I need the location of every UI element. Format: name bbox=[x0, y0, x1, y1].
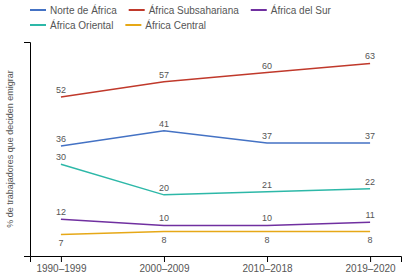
legend-item: África Subsahariana bbox=[129, 4, 239, 16]
x-tick: 1990–1999 bbox=[36, 256, 86, 274]
data-label: 21 bbox=[262, 180, 272, 190]
legend-label: Norte de África bbox=[50, 4, 117, 16]
x-tick: 2010–2018 bbox=[242, 256, 292, 274]
legend-label: África Oriental bbox=[50, 19, 113, 31]
data-label: 8 bbox=[161, 235, 166, 245]
x-axis-line bbox=[31, 257, 402, 263]
x-tick-label: 2010–2018 bbox=[242, 263, 292, 274]
data-label: 10 bbox=[262, 213, 272, 223]
data-label: 10 bbox=[159, 213, 169, 223]
y-axis-title: % de trabajadores que deciden emigrar bbox=[5, 70, 15, 228]
data-label: 52 bbox=[56, 85, 66, 95]
legend-swatch bbox=[251, 9, 267, 11]
legend-swatch bbox=[125, 24, 141, 26]
data-label: 30 bbox=[56, 152, 66, 162]
data-label: 37 bbox=[262, 131, 272, 141]
x-tick-mark bbox=[370, 256, 371, 262]
x-tick-mark bbox=[164, 256, 165, 262]
data-label: 22 bbox=[365, 177, 375, 187]
legend-swatch bbox=[129, 9, 145, 11]
x-tick-mark bbox=[61, 256, 62, 262]
legend-swatch bbox=[30, 24, 46, 26]
data-label: 8 bbox=[368, 235, 373, 245]
x-tick-label: 1990–1999 bbox=[36, 263, 86, 274]
data-label: 11 bbox=[365, 210, 374, 220]
data-label: 57 bbox=[159, 70, 169, 80]
legend-item: África Central bbox=[125, 19, 206, 31]
x-tick-mark bbox=[267, 256, 268, 262]
legend-item: África del Sur bbox=[251, 4, 332, 16]
plot: 1990–1999 2000–2009 2010–2018 2019–2020 36 41… bbox=[24, 43, 402, 275]
data-label: 20 bbox=[159, 183, 169, 193]
data-label: 60 bbox=[262, 61, 272, 71]
x-tick-label: 2000–2009 bbox=[139, 263, 189, 274]
data-label: 63 bbox=[365, 51, 375, 61]
data-labels: 36 41 37 37 52 57 60 63 12 10 10 11 30 20 21 22 7 8 8 8 bbox=[56, 51, 375, 247]
x-tick: 2000–2009 bbox=[139, 256, 189, 274]
series-line bbox=[61, 164, 370, 195]
data-label: 8 bbox=[265, 235, 270, 245]
legend-item: Norte de África bbox=[30, 4, 117, 16]
series-line bbox=[61, 232, 370, 235]
legend-label: África Central bbox=[145, 19, 206, 31]
x-axis: 1990–1999 2000–2009 2010–2018 2019–2020 bbox=[31, 256, 402, 274]
legend-label: África Subsahariana bbox=[149, 4, 239, 16]
series-line bbox=[61, 131, 370, 146]
chart: 1990–1999 2000–2009 2010–2018 2019–2020 36 41… bbox=[0, 0, 413, 278]
legend-item: África Oriental bbox=[30, 19, 113, 31]
legend-label: África del Sur bbox=[271, 4, 332, 16]
data-label: 7 bbox=[58, 238, 63, 248]
series-line bbox=[61, 219, 370, 225]
lines bbox=[61, 63, 370, 234]
legend-swatch bbox=[30, 9, 46, 11]
x-tick: 2019–2020 bbox=[346, 256, 396, 274]
data-label: 37 bbox=[365, 131, 375, 141]
data-label: 36 bbox=[56, 134, 66, 144]
y-axis-line bbox=[24, 43, 31, 257]
data-label: 12 bbox=[56, 207, 66, 217]
x-tick-label: 2019–2020 bbox=[346, 263, 396, 274]
legend: Norte de África África Subsahariana África… bbox=[30, 4, 331, 31]
y-axis bbox=[24, 43, 31, 257]
series-line bbox=[61, 63, 370, 97]
data-label: 41 bbox=[159, 119, 169, 129]
